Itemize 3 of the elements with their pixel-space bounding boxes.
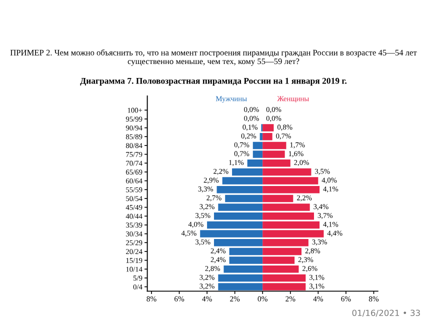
text: ПРИМЕР 2. Чем можно объяснить то, что на момент построения пирамиды граждан России в возрасте 45—54 лет существенно меньше, чем тех, кому 55—59 лет? xyxy=(10,49,417,66)
chart-title: Диаграмма 7. Половозрастная пирамида России на 1 января 2019 г. xyxy=(80,78,347,86)
text: 01/16/2021 • 33 xyxy=(352,310,420,317)
